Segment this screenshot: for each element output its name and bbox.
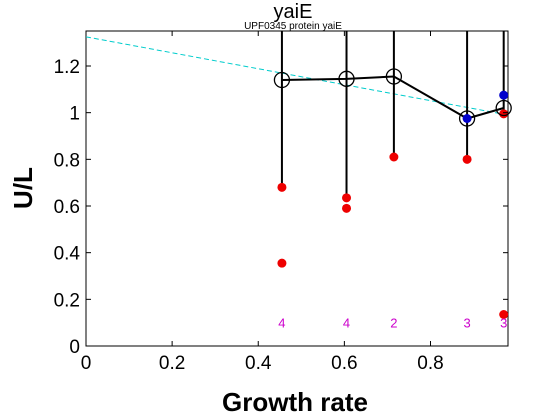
- chart-title: yaiE: [274, 1, 313, 23]
- mean-marker-2: [385, 68, 403, 85]
- x-tick-label-0: 0: [81, 353, 92, 374]
- x-tick-label-3: 0.6: [331, 353, 357, 374]
- red-point-5: [462, 154, 472, 164]
- x-tick-label-4: 0.8: [417, 353, 443, 374]
- y-tick-label-2: 0.4: [54, 244, 81, 265]
- y-tick-label-1: 0.2: [54, 290, 80, 311]
- y-tick-label-4: 0.8: [54, 150, 80, 171]
- mean-marker-3: [458, 110, 476, 127]
- mean-line-layer: [281, 75, 504, 120]
- blue-point-1: [499, 90, 509, 100]
- count-label-0: 4: [278, 316, 285, 331]
- points-layer: [273, 68, 512, 319]
- red-point-0: [277, 182, 287, 192]
- x-tick-label-1: 0.2: [159, 353, 185, 374]
- mean-line: [281, 75, 504, 120]
- mean-marker-0: [273, 71, 291, 89]
- count-label-1: 4: [343, 316, 350, 331]
- red-point-4: [389, 152, 399, 162]
- red-point-6: [499, 109, 509, 119]
- count-label-2: 2: [390, 316, 397, 331]
- x-axis-label: Growth rate: [222, 387, 368, 417]
- axes-layer: 0 0.2 0.4 0.6 0.8 0 0.2 0.4 0.6 0.8 1 1.2: [54, 31, 508, 374]
- red-point-3: [342, 203, 352, 213]
- y-axis-label: U/L: [8, 167, 38, 209]
- red-point-2: [342, 193, 352, 203]
- count-label-3: 3: [463, 316, 470, 331]
- counts-layer: 4 4 2 3 3: [278, 316, 507, 331]
- count-label-4: 3: [500, 316, 507, 331]
- blue-point-0: [462, 114, 472, 123]
- y-tick-label-3: 0.6: [54, 197, 80, 218]
- y-tick-label-5: 1: [69, 104, 80, 125]
- chart-subtitle: UPF0345 protein yaiE: [244, 21, 342, 32]
- mean-marker-1: [338, 70, 355, 87]
- plot-area: [85, 30, 509, 347]
- x-tick-label-2: 0.4: [245, 353, 272, 374]
- y-tick-label-6: 1.2: [54, 57, 80, 78]
- y-tick-label-0: 0: [69, 337, 80, 358]
- mean-marker-4: [495, 99, 512, 117]
- red-point-7: [499, 310, 509, 319]
- red-point-1: [277, 258, 287, 268]
